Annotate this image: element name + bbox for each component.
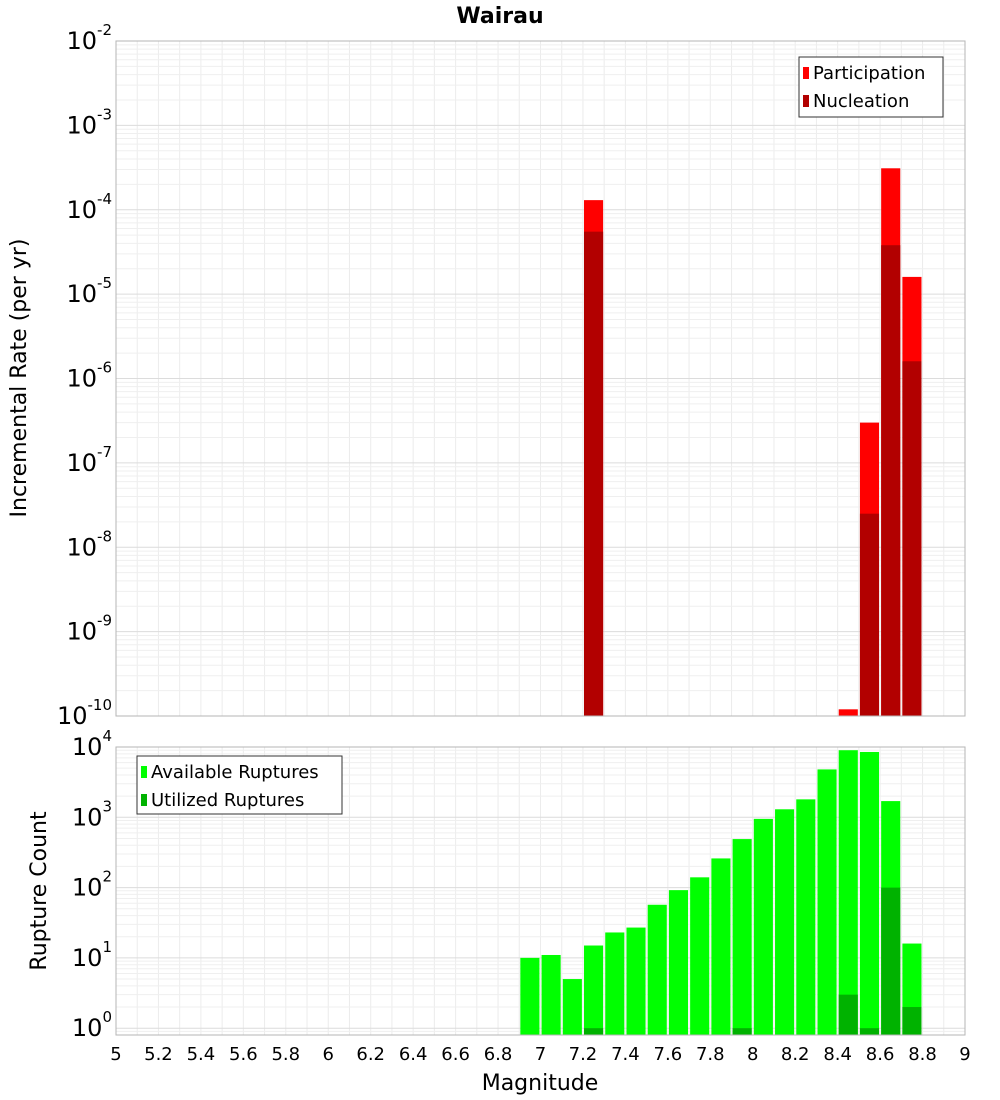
x-tick-label: 5.8 [271,1044,300,1065]
top-y-tick-label: 10-6 [66,359,112,393]
x-tick-label: 8.8 [908,1044,937,1065]
top-legend-box [798,56,944,118]
top-plot-border [115,40,966,717]
top-y-tick-label: 10-3 [66,105,112,139]
top-bar-participation [838,709,858,716]
bottom-bar-utilized-ruptures [902,1007,922,1035]
top-y-tick-label: 10-9 [66,612,112,646]
x-tick-label: 6.8 [484,1044,513,1065]
x-tick-label: 7.2 [569,1044,598,1065]
top-legend: Participation Nucleation [798,56,944,118]
bottom-bar-utilized-ruptures [838,994,858,1035]
bottom-y-tick-labels: 100 101 102 103 104 [72,727,112,1042]
x-tick-label: 6.2 [356,1044,385,1065]
bottom-plot-panel: 100 101 102 103 104 5 5.2 5.4 5.6 5.8 6 6.2 6.4 6.6 6… [27,727,971,1096]
x-tick-label: 7.4 [611,1044,640,1065]
bottom-legend-box [136,755,343,815]
x-tick-label: 6 [323,1044,334,1065]
bottom-y-tick-label: 104 [72,727,112,761]
bottom-plot-border [115,746,966,1036]
bottom-bar-utilized-ruptures [881,887,901,1035]
bottom-legend-label: Available Ruptures [151,762,319,783]
bottom-bar-available-ruptures [668,890,689,1035]
x-tick-label: 9 [959,1044,970,1065]
bottom-legend: Available Ruptures Utilized Ruptures [136,755,343,815]
x-tick-label: 5.2 [144,1044,173,1065]
bottom-y-tick-label: 101 [72,938,112,972]
x-tick-label: 5.4 [187,1044,216,1065]
top-bar-nucleation [881,245,901,717]
top-bar-nucleation [902,361,922,716]
x-tick-label: 7.8 [696,1044,725,1065]
top-legend-swatch [803,95,809,107]
bottom-bar-available-ruptures [562,979,582,1035]
bottom-bar-available-ruptures [647,904,667,1035]
bottom-bar-available-ruptures [859,751,880,1035]
x-tick-label: 5.6 [229,1044,258,1065]
top-y-tick-label: 10-7 [66,443,112,477]
top-y-tick-label: 10-5 [66,274,112,308]
bottom-y-tick-label: 102 [72,868,112,902]
bottom-bar-available-ruptures [520,957,540,1035]
bottom-bar-available-ruptures [690,877,710,1035]
bottom-bar-available-ruptures [796,799,816,1035]
bottom-bar-available-ruptures [605,932,625,1035]
top-y-tick-label: 10-8 [66,527,112,561]
bottom-legend-swatch [141,794,147,806]
bottom-bar-available-ruptures [541,954,561,1035]
x-tick-label: 6.6 [441,1044,470,1065]
top-plot-panel: 10-10 10-9 10-8 10-7 10-6 10-5 10-4 10-3 10-2 In… [7,21,966,730]
x-axis-label: Magnitude [482,1071,599,1096]
top-legend-swatch [803,67,809,79]
bottom-bar-available-ruptures [775,809,795,1035]
bottom-bar-available-ruptures [838,750,858,1035]
top-bar-nucleation [584,231,604,716]
x-tick-label: 8.2 [781,1044,810,1065]
bottom-bar-available-ruptures [711,858,731,1035]
top-legend-label: Participation [813,63,925,84]
x-tick-label: 8 [747,1044,758,1065]
top-y-tick-label: 10-10 [57,696,112,730]
bottom-y-tick-label: 103 [72,797,112,831]
top-gridlines [115,40,966,717]
top-y-axis-label: Incremental Rate (per yr) [7,239,32,518]
top-y-tick-label: 10-2 [66,21,112,55]
bottom-bar-utilized-ruptures [732,1028,752,1035]
x-tick-label: 5 [110,1044,121,1065]
top-bars [584,168,922,717]
x-tick-label: 8.6 [866,1044,895,1065]
x-tick-label: 6.4 [399,1044,428,1065]
x-tick-label: 7 [535,1044,546,1065]
x-tick-label: 7.6 [654,1044,683,1065]
chart-title: Wairau [456,4,543,29]
bottom-bar-utilized-ruptures [584,1028,604,1035]
bottom-bar-available-ruptures [626,927,646,1035]
x-tick-label: 8.4 [823,1044,852,1065]
top-y-tick-label: 10-4 [66,190,112,224]
bottom-bar-available-ruptures [584,945,604,1035]
bottom-bar-available-ruptures [732,839,752,1035]
bottom-bar-utilized-ruptures [859,1028,880,1035]
top-legend-label: Nucleation [813,91,909,112]
bottom-bars [520,750,922,1035]
bottom-legend-swatch [141,766,147,778]
bottom-bar-available-ruptures [753,818,773,1035]
bottom-legend-label: Utilized Ruptures [151,790,304,811]
bottom-y-tick-label: 100 [72,1008,112,1042]
x-tick-labels: 5 5.2 5.4 5.6 5.8 6 6.2 6.4 6.6 6.8 7 7.2 7.4 7.6 7.8 8… [110,1044,970,1065]
bottom-bar-available-ruptures [817,769,837,1035]
bottom-y-axis-label: Rupture Count [27,811,52,971]
top-y-tick-labels: 10-10 10-9 10-8 10-7 10-6 10-5 10-4 10-3 10-2 [57,21,112,730]
top-bar-nucleation [859,513,880,716]
